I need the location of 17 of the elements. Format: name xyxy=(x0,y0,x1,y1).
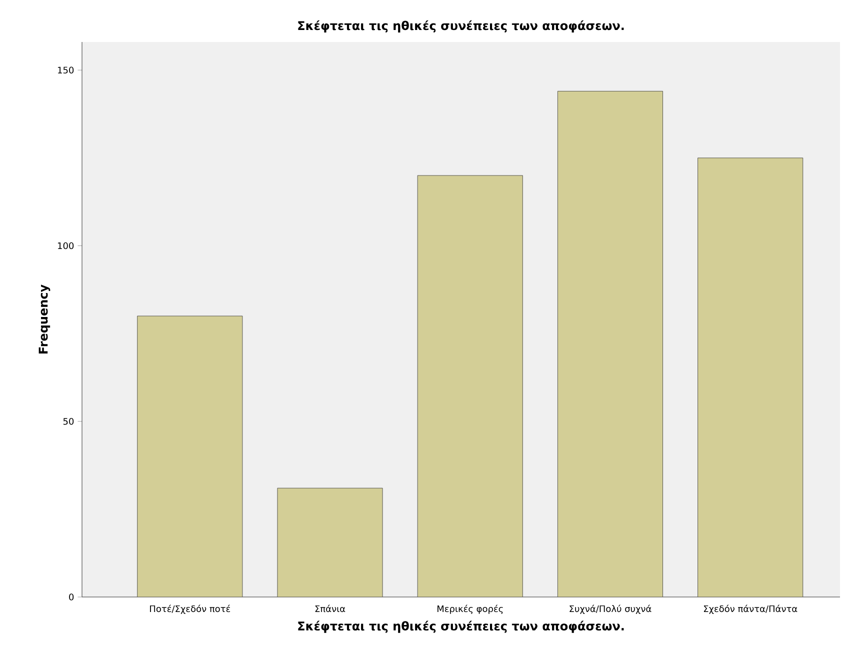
bar xyxy=(698,158,804,597)
y-tick-label: 50 xyxy=(63,418,74,425)
y-tick-label: 0 xyxy=(69,594,74,600)
y-tick-label: 100 xyxy=(58,242,74,250)
y-axis-title: Frequency xyxy=(38,284,50,354)
x-tick-label: Σχεδόν πάντα/Πάντα xyxy=(704,604,798,614)
bar xyxy=(137,316,243,597)
x-axis-title: Σκέφτεται τις ηθικές συνέπειες των αποφάσεων. xyxy=(298,620,624,633)
x-tick-label: Ποτέ/Σχεδόν ποτέ xyxy=(150,604,230,614)
bar xyxy=(557,90,663,597)
bar xyxy=(277,488,383,597)
chart-title: Σκέφτεται τις ηθικές συνέπειες των αποφάσεων. xyxy=(298,20,624,32)
x-tick-label: Σπάνια xyxy=(315,604,346,612)
y-tick-label: 150 xyxy=(58,66,74,74)
x-tick-label: Μερικές φορές xyxy=(437,604,503,614)
bar xyxy=(417,175,523,597)
x-tick-label: Συχνά/Πολύ συχνά xyxy=(570,604,652,614)
